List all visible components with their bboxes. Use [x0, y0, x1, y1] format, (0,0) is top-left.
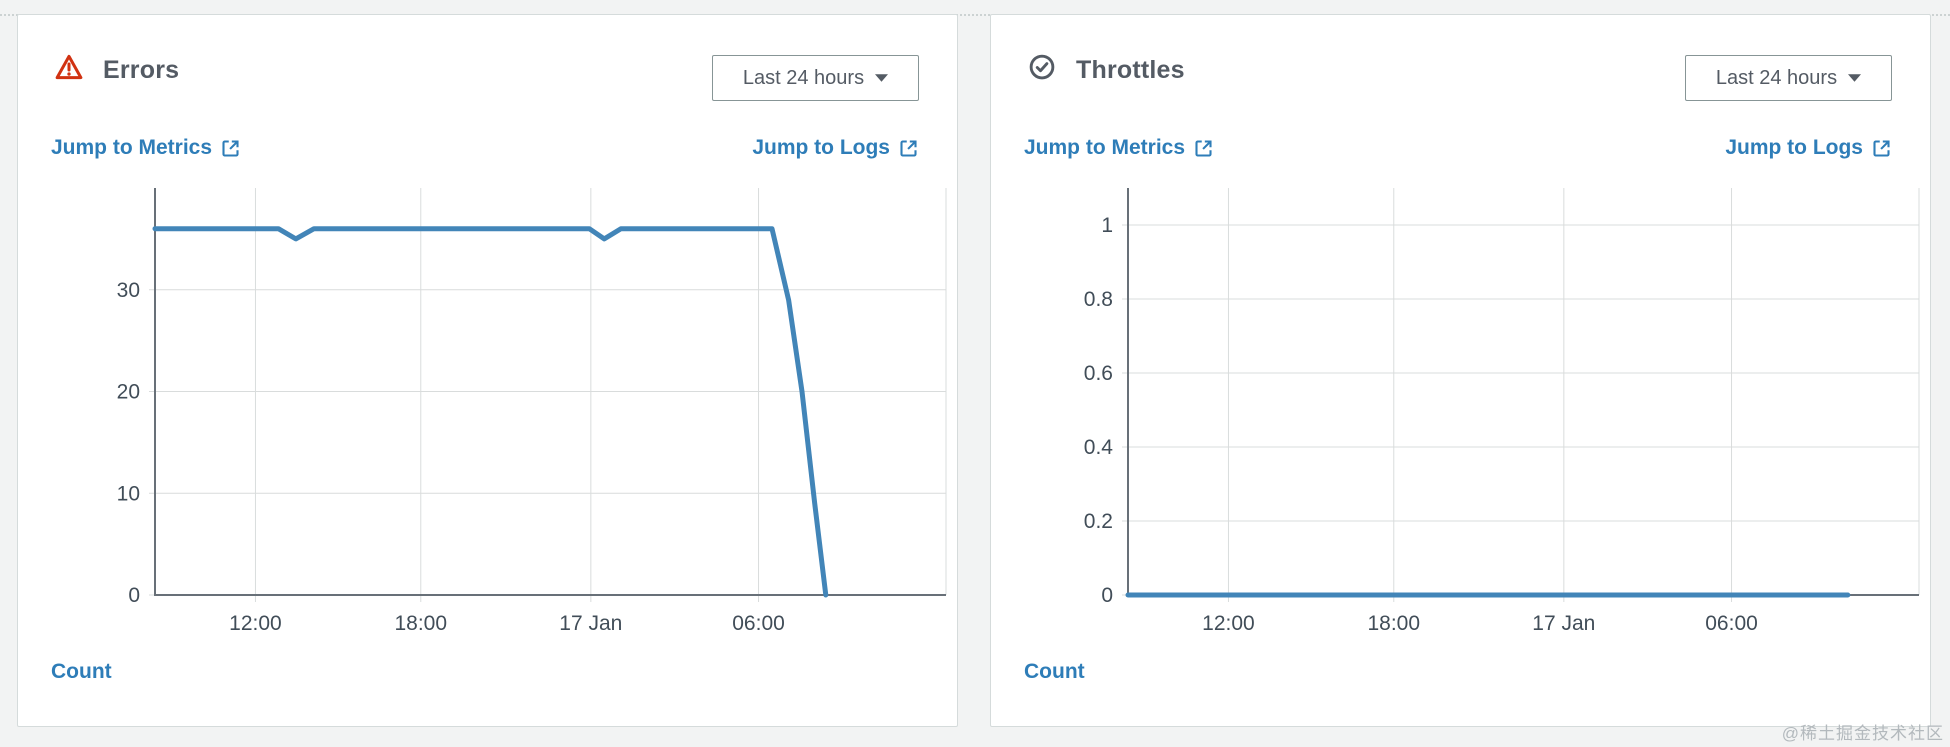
svg-text:0.8: 0.8 [1084, 288, 1113, 311]
svg-text:12:00: 12:00 [229, 612, 282, 635]
errors-jump-to-metrics-link[interactable]: Jump to Metrics [51, 136, 241, 160]
external-link-icon [1195, 139, 1212, 157]
svg-text:0: 0 [1101, 584, 1113, 607]
svg-text:0.6: 0.6 [1084, 362, 1113, 385]
throttles-jump-to-metrics-link[interactable]: Jump to Metrics [1024, 136, 1214, 160]
svg-text:30: 30 [117, 279, 140, 302]
errors-panel-header: Errors Last 24 hours [18, 15, 957, 115]
watermark: @稀土掘金技术社区 [1781, 724, 1944, 743]
errors-panel-title: Errors [103, 56, 180, 84]
errors-links-row: Jump to Metrics Jump to Logs [51, 132, 919, 164]
external-link-icon [1873, 139, 1890, 157]
svg-text:06:00: 06:00 [732, 612, 785, 635]
throttles-time-range-label: Last 24 hours [1715, 66, 1838, 89]
alert-triangle-icon [54, 52, 84, 82]
throttles-line-chart[interactable]: 0 0.2 0.4 0.6 0.8 1 12:00 18:00 17 Jan 06:00 [1024, 180, 1931, 640]
svg-text:06:00: 06:00 [1705, 612, 1758, 635]
errors-jump-to-logs-link[interactable]: Jump to Logs [752, 136, 919, 160]
svg-text:0: 0 [128, 584, 140, 607]
svg-text:18:00: 18:00 [394, 612, 447, 635]
errors-legend: Count [51, 660, 112, 684]
svg-text:10: 10 [117, 482, 140, 505]
errors-panel: Errors Last 24 hours Jump to Metrics Jum… [17, 14, 958, 727]
throttles-time-range-dropdown[interactable]: Last 24 hours [1685, 55, 1892, 101]
errors-time-range-dropdown[interactable]: Last 24 hours [712, 55, 919, 101]
errors-time-range-label: Last 24 hours [742, 66, 865, 89]
throttles-legend: Count [1024, 660, 1085, 684]
dropdown-caret-icon [875, 74, 889, 82]
throttles-panel-header: Throttles Last 24 hours [991, 15, 1930, 115]
svg-text:17 Jan: 17 Jan [559, 612, 622, 635]
svg-text:12:00: 12:00 [1202, 612, 1255, 635]
svg-text:18:00: 18:00 [1367, 612, 1420, 635]
throttles-jump-to-logs-link[interactable]: Jump to Logs [1725, 136, 1892, 160]
svg-text:0.2: 0.2 [1084, 510, 1113, 533]
external-link-icon [900, 139, 917, 157]
throttles-links-row: Jump to Metrics Jump to Logs [1024, 132, 1892, 164]
svg-text:20: 20 [117, 381, 140, 404]
dropdown-caret-icon [1848, 74, 1862, 82]
check-circle-icon [1027, 52, 1057, 82]
errors-line-chart[interactable]: 0 10 20 30 12:00 18:00 17 Jan 06:00 [51, 180, 958, 640]
throttles-panel-title: Throttles [1076, 56, 1185, 84]
svg-text:1: 1 [1101, 214, 1113, 237]
throttles-legend-count[interactable]: Count [1024, 660, 1085, 683]
throttles-panel: Throttles Last 24 hours Jump to Metrics … [990, 14, 1931, 727]
svg-text:0.4: 0.4 [1084, 436, 1114, 459]
svg-text:17 Jan: 17 Jan [1532, 612, 1595, 635]
page-top-divider [0, 14, 1950, 16]
errors-legend-count[interactable]: Count [51, 660, 112, 683]
external-link-icon [222, 139, 239, 157]
